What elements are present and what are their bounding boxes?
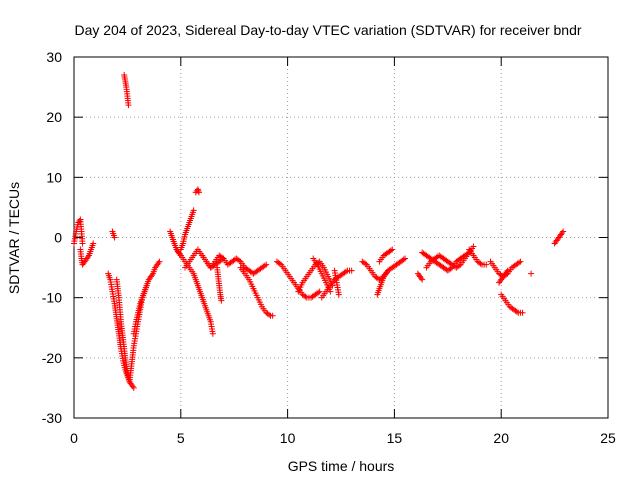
data-point [389, 246, 396, 253]
y-axis-label: SDTVAR / TECUs [6, 182, 22, 294]
axis-ticks: 0 5 10 15 20 25 -30 -20 -10 0 10 20 30 [42, 49, 616, 446]
data-point [209, 330, 216, 337]
data-point [387, 247, 394, 254]
y-tick-label: 0 [54, 230, 62, 246]
data-point [384, 267, 391, 274]
data-point [316, 288, 323, 295]
x-tick-label: 0 [70, 430, 78, 446]
chart-title: Day 204 of 2023, Sidereal Day-to-day VTE… [74, 22, 581, 38]
data-point [156, 258, 163, 265]
data-point [400, 256, 407, 263]
data-point [263, 261, 270, 268]
y-tick-label: 20 [46, 109, 62, 125]
data-point [276, 260, 283, 267]
data-point [195, 189, 202, 196]
data-point [477, 260, 484, 267]
data-points [71, 72, 567, 391]
data-point [218, 297, 225, 304]
data-point [79, 240, 86, 247]
data-point [130, 384, 137, 391]
data-point [125, 102, 132, 109]
data-point [516, 259, 522, 266]
y-tick-label: -30 [42, 410, 62, 426]
data-point [456, 262, 463, 269]
data-point [266, 311, 273, 318]
y-tick-label: -10 [42, 290, 62, 306]
data-point [362, 260, 369, 267]
x-tick-label: 5 [177, 430, 185, 446]
data-point [528, 270, 535, 277]
data-point [269, 312, 276, 319]
data-point [513, 308, 520, 315]
data-point [560, 228, 567, 235]
data-point [402, 255, 409, 262]
x-tick-label: 25 [600, 430, 616, 446]
data-point [111, 234, 118, 241]
data-point [348, 267, 355, 274]
data-point [419, 276, 426, 283]
data-point [483, 261, 490, 268]
x-axis-label: GPS time / hours [288, 458, 395, 474]
x-tick-label: 20 [493, 430, 509, 446]
data-point [315, 289, 322, 296]
y-tick-label: -20 [42, 350, 62, 366]
y-tick-label: 10 [46, 169, 62, 185]
x-tick-label: 15 [387, 430, 403, 446]
data-point [90, 240, 97, 247]
data-point [447, 265, 454, 272]
data-point [219, 254, 226, 261]
data-point [519, 309, 526, 316]
x-tick-label: 10 [280, 430, 296, 446]
data-point [335, 291, 342, 298]
y-tick-label: 30 [46, 49, 62, 65]
grid-lines [74, 57, 608, 418]
data-point [327, 288, 334, 295]
data-point [190, 207, 197, 214]
data-point [261, 262, 268, 269]
data-point [517, 258, 524, 265]
data-point [470, 243, 477, 250]
data-point [504, 267, 511, 274]
data-point [302, 293, 309, 300]
data-point [236, 257, 243, 264]
data-point [342, 268, 349, 275]
